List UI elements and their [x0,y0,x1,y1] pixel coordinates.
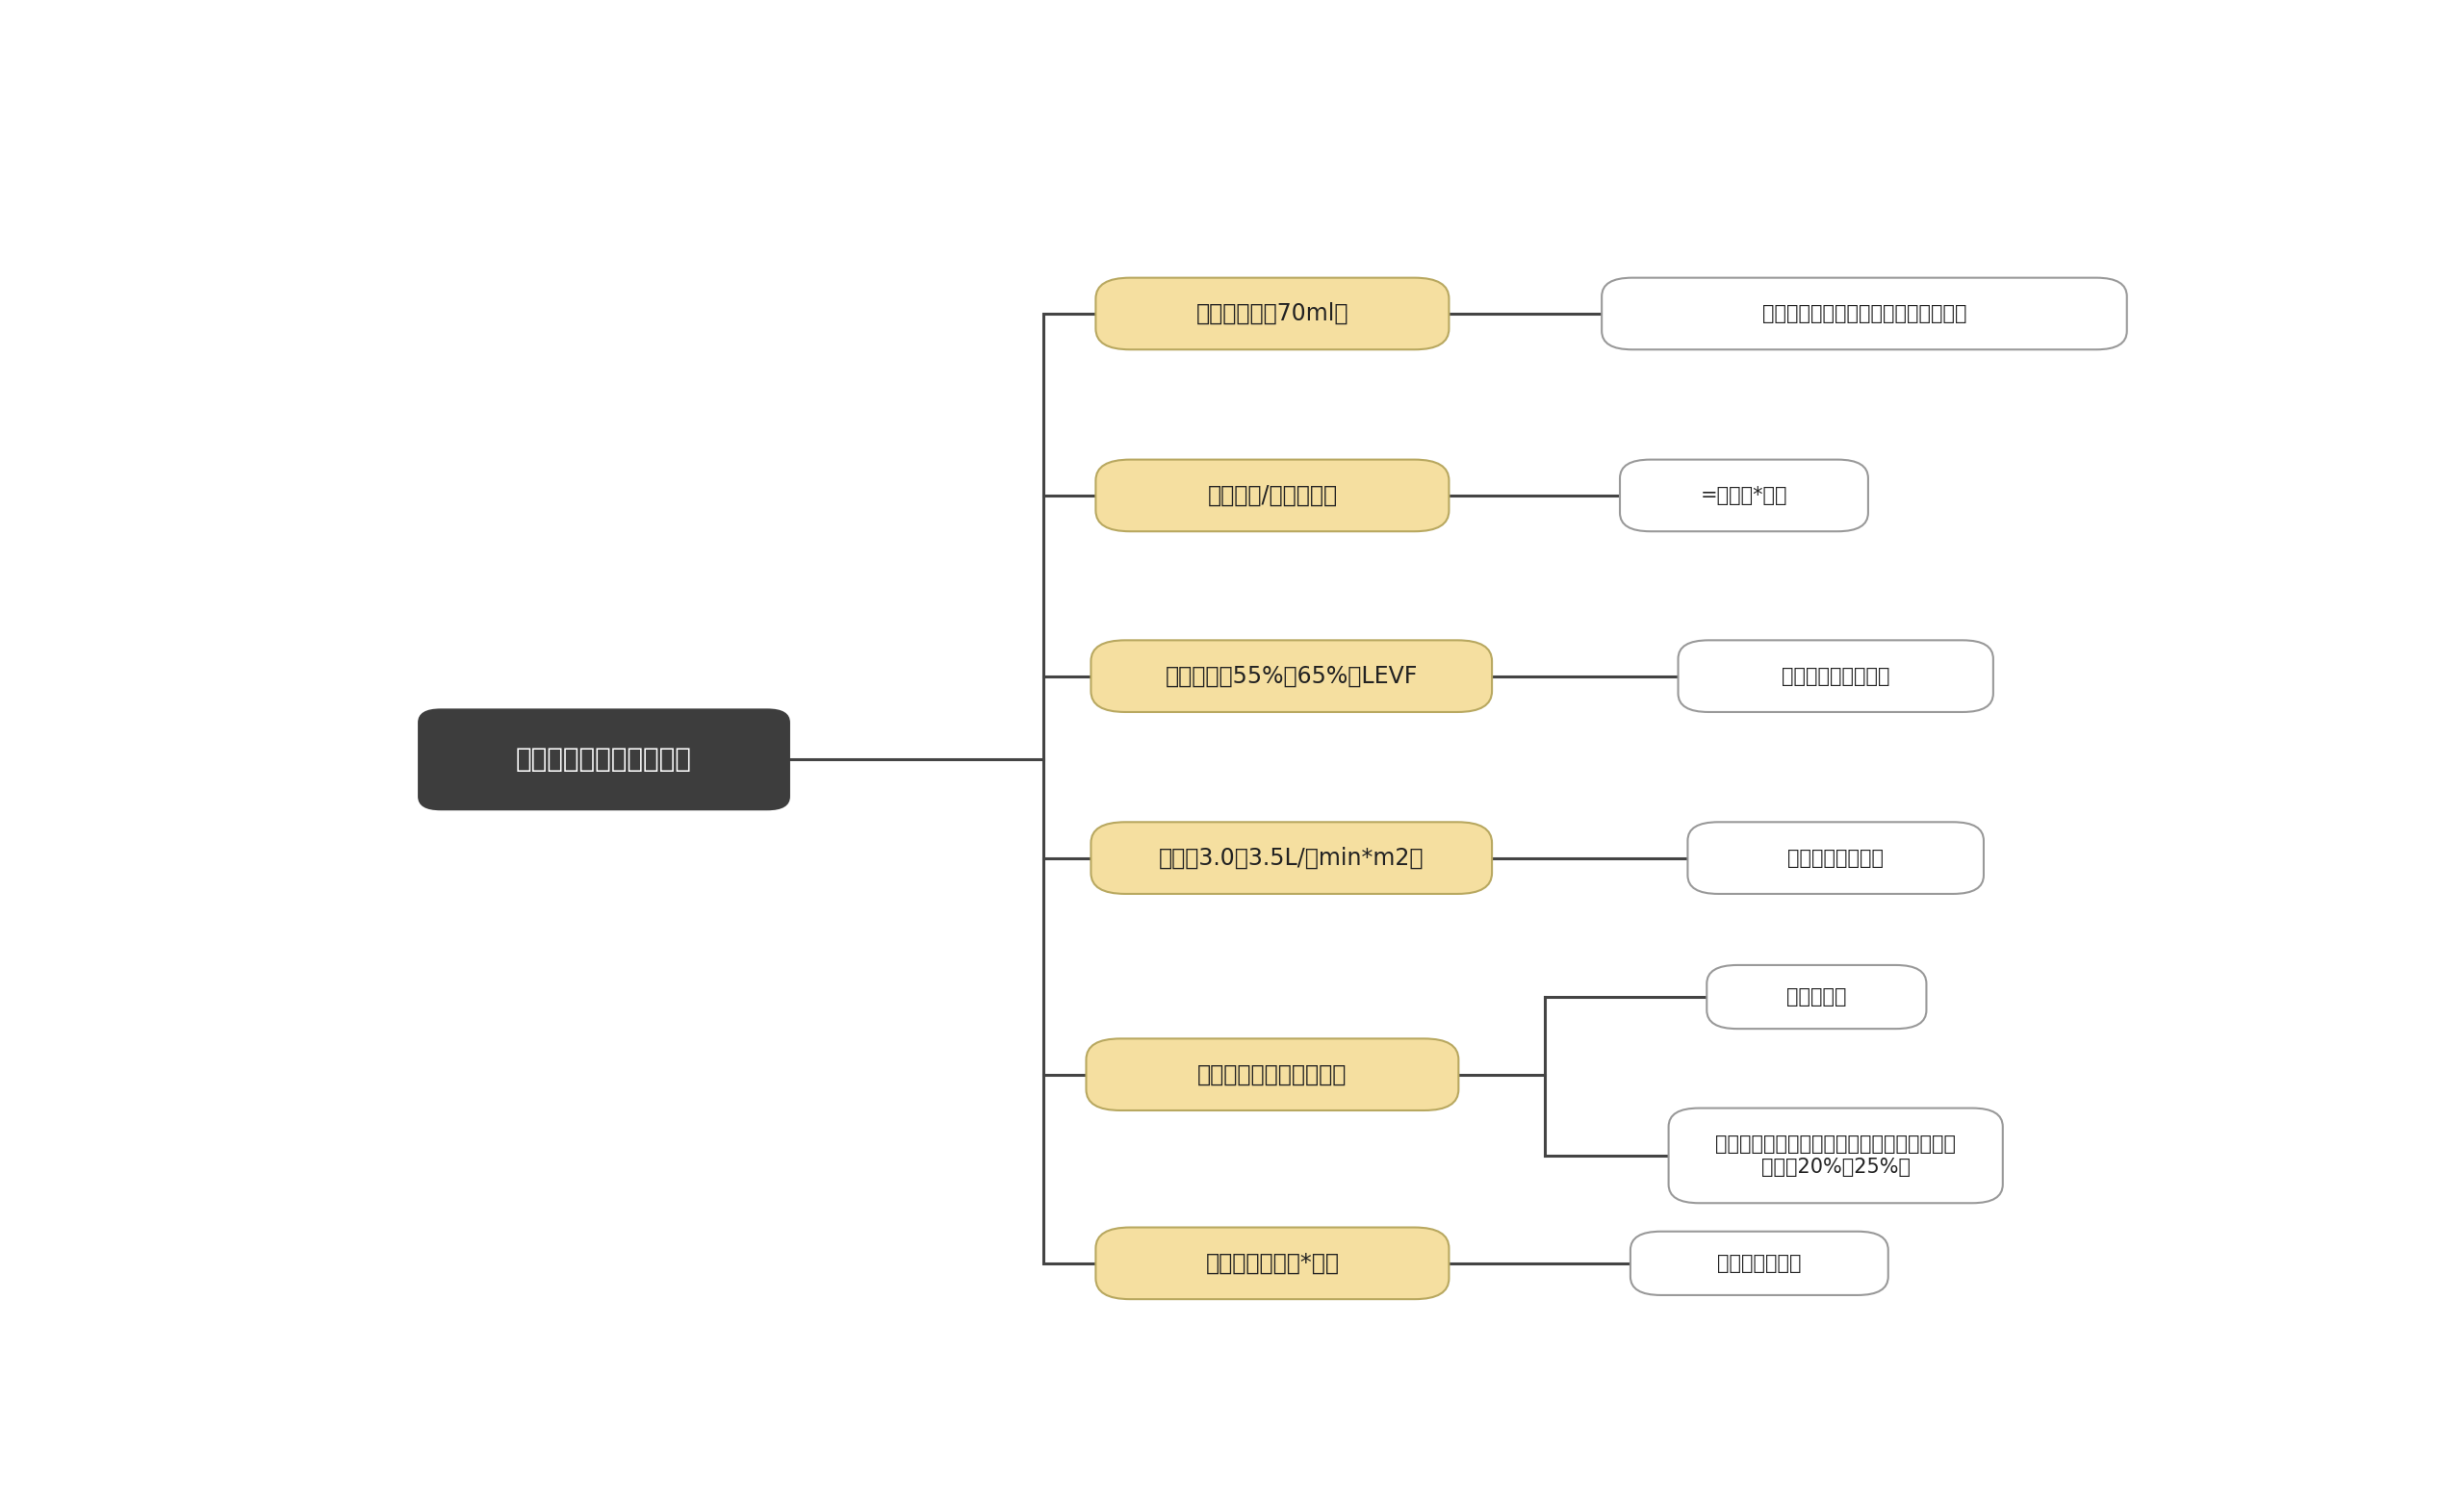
FancyBboxPatch shape [1092,823,1493,893]
Text: 不同身材的心功能: 不同身材的心功能 [1786,848,1885,868]
FancyBboxPatch shape [1087,1039,1459,1110]
Text: 射血分数（55%～65%）LEVF: 射血分数（55%～65%）LEVF [1165,665,1417,687]
FancyBboxPatch shape [1668,1108,2003,1203]
FancyBboxPatch shape [419,708,791,811]
Text: 高血压患者: 高血压患者 [1786,987,1846,1006]
FancyBboxPatch shape [1678,641,1993,711]
FancyBboxPatch shape [1096,278,1449,349]
Text: 心衰、扩张性心肌病: 心衰、扩张性心肌病 [1781,666,1890,686]
Text: 一侧（左侧）心室一次射血搏出的血量: 一侧（左侧）心室一次射血搏出的血量 [1762,304,1966,323]
FancyBboxPatch shape [1688,823,1984,893]
FancyBboxPatch shape [1096,1227,1449,1299]
FancyBboxPatch shape [1092,641,1493,711]
FancyBboxPatch shape [1096,460,1449,531]
Text: 心输出量/每分输出量: 心输出量/每分输出量 [1207,484,1338,507]
Text: 心脏泵血功能的评价指标: 心脏泵血功能的评价指标 [515,746,692,773]
FancyBboxPatch shape [1631,1232,1887,1295]
FancyBboxPatch shape [1619,460,1868,531]
FancyBboxPatch shape [1602,278,2126,349]
Text: 高血压做功增加: 高血压做功增加 [1717,1254,1801,1272]
Text: 每分功：每搏功*心率: 每分功：每搏功*心率 [1205,1251,1340,1275]
Text: 心脏效率：心脏做的外功占心总能量消耗的百
分比（20%～25%）: 心脏效率：心脏做的外功占心总能量消耗的百 分比（20%～25%） [1715,1136,1956,1176]
Text: 每搏功：一次射血做的功: 每搏功：一次射血做的功 [1198,1063,1348,1086]
Text: 每搏输出量（70ml）: 每搏输出量（70ml） [1195,302,1348,325]
FancyBboxPatch shape [1708,966,1927,1029]
Text: 心指数3.0～3.5L/（min*m2）: 心指数3.0～3.5L/（min*m2） [1158,847,1424,869]
Text: =搏出量*心率: =搏出量*心率 [1700,486,1786,505]
